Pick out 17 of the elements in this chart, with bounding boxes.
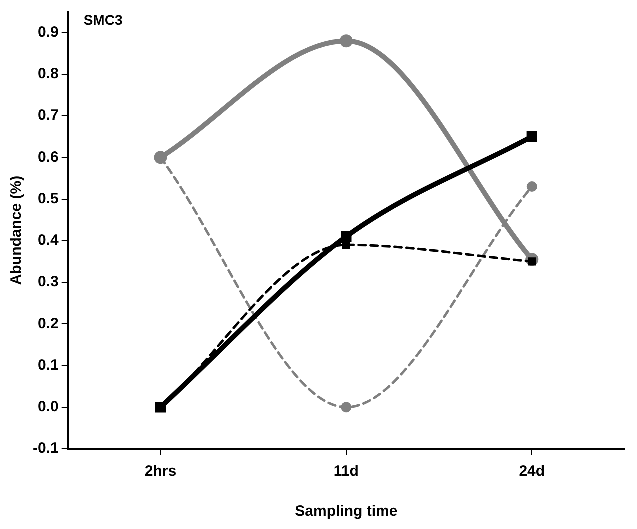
y-tick-label: 0.1 [38,356,59,374]
y-tick-label: 0.8 [38,66,59,83]
y-tick-label: 0.9 [38,24,59,41]
y-tick-label: 0.3 [38,274,59,291]
y-tick-label: 0.2 [38,315,59,332]
y-tick-label: 0.0 [38,398,59,416]
y-tick-label: -0.1 [32,440,59,458]
x-tick-label: 11d [334,463,359,480]
y-tick-label: 0.7 [38,107,59,124]
x-tick-label: 24d [519,463,546,480]
y-tick-label: 0.6 [38,148,59,166]
x-axis-title: Sampling time [295,503,398,520]
y-axis-title: Abundance (%) [8,176,26,286]
x-tick-label: 2hrs [144,463,177,480]
y-tick-label: 0.5 [38,190,59,208]
chart-title: SMC3 [84,12,123,28]
y-tick-label: 0.4 [38,232,60,250]
